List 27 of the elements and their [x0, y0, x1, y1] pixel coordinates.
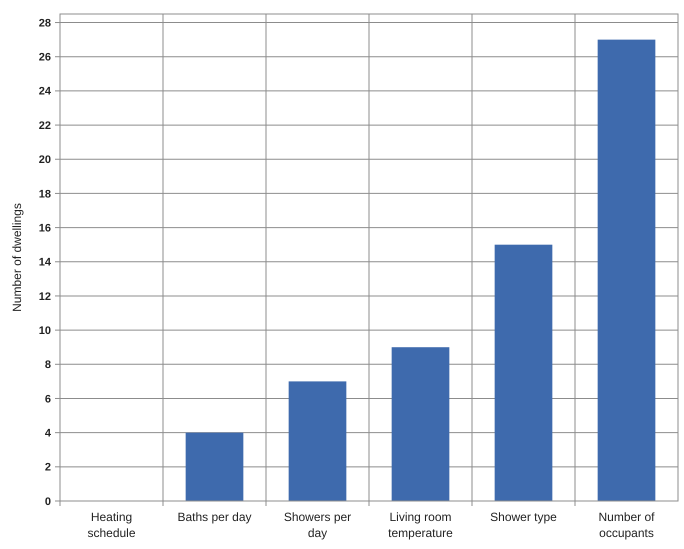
y-tick-label: 14: [38, 256, 52, 269]
y-tick-label: 26: [38, 52, 51, 64]
y-tick-label: 8: [44, 359, 51, 372]
y-tick-label: 28: [38, 17, 51, 30]
x-tick-label: Number of occupants: [598, 510, 656, 540]
y-tick-label: 2: [44, 462, 51, 474]
x-tick-label: Shower type: [490, 510, 558, 524]
x-tick-label: Showers per day: [284, 510, 352, 540]
y-tick-label: 6: [44, 393, 51, 406]
y-tick-label: 12: [38, 290, 51, 303]
x-tick-label: Heating schedule: [87, 510, 136, 540]
y-tick-label: 0: [44, 496, 51, 508]
y-tick-label: 22: [38, 120, 51, 132]
y-tick-label: 10: [38, 324, 51, 337]
y-tick-label: 4: [44, 428, 52, 440]
bar: [598, 40, 656, 501]
y-tick-label: 24: [38, 86, 52, 98]
bar: [392, 347, 450, 501]
y-tick-label: 16: [38, 222, 51, 234]
x-tick-label: Living room temperature: [388, 510, 454, 540]
bar: [288, 381, 346, 501]
y-tick-label: 18: [38, 188, 51, 200]
bar: [494, 244, 552, 501]
bar: [186, 432, 244, 501]
x-tick-label: Baths per day: [177, 510, 252, 524]
y-tick-label: 20: [38, 154, 51, 166]
y-axis-title: Number of dwellings: [10, 203, 24, 312]
